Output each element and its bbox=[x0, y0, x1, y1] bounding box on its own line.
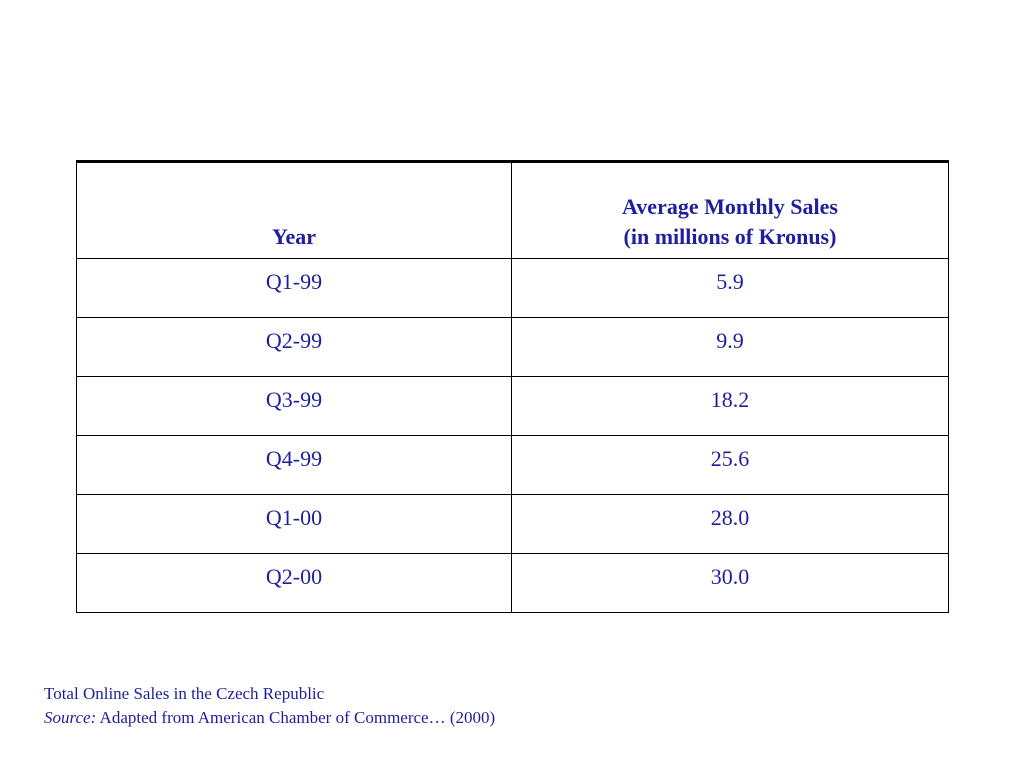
table-row: Q4-99 25.6 bbox=[76, 435, 949, 495]
sales-value-cell: 30.0 bbox=[511, 553, 949, 613]
sales-value-cell: 25.6 bbox=[511, 435, 949, 495]
caption-source: Source: Adapted from American Chamber of… bbox=[44, 706, 495, 730]
table-row: Q1-00 28.0 bbox=[76, 494, 949, 554]
table-row: Q3-99 18.2 bbox=[76, 376, 949, 436]
figure-caption: Total Online Sales in the Czech Republic… bbox=[44, 682, 495, 730]
sales-column-header: Average Monthly Sales (in millions of Kr… bbox=[511, 161, 949, 259]
year-cell: Q3-99 bbox=[76, 376, 512, 436]
sales-value-cell: 5.9 bbox=[511, 258, 949, 318]
year-cell: Q4-99 bbox=[76, 435, 512, 495]
year-cell: Q1-99 bbox=[76, 258, 512, 318]
source-text: Adapted from American Chamber of Commerc… bbox=[96, 708, 496, 727]
table-row: Q2-00 30.0 bbox=[76, 553, 949, 613]
table-row: Q1-99 5.9 bbox=[76, 258, 949, 318]
year-header-label: Year bbox=[272, 224, 316, 249]
year-cell: Q1-00 bbox=[76, 494, 512, 554]
sales-header-line1: Average Monthly Sales bbox=[622, 194, 838, 219]
sales-value-cell: 28.0 bbox=[511, 494, 949, 554]
year-cell: Q2-00 bbox=[76, 553, 512, 613]
caption-title: Total Online Sales in the Czech Republic bbox=[44, 684, 325, 703]
table-header-row: Year Average Monthly Sales (in millions … bbox=[76, 161, 949, 259]
table-body: Q1-99 5.9 Q2-99 9.9 Q3-99 18.2 Q4-99 25.6 Q1-00 2… bbox=[76, 258, 949, 613]
year-column-header: Year bbox=[76, 161, 512, 259]
source-label: Source: bbox=[44, 708, 97, 727]
year-cell: Q2-99 bbox=[76, 317, 512, 377]
sales-value-cell: 18.2 bbox=[511, 376, 949, 436]
sales-header-line2: (in millions of Kronus) bbox=[623, 224, 837, 249]
table-row: Q2-99 9.9 bbox=[76, 317, 949, 377]
sales-value-cell: 9.9 bbox=[511, 317, 949, 377]
sales-table: Year Average Monthly Sales (in millions … bbox=[76, 160, 949, 613]
